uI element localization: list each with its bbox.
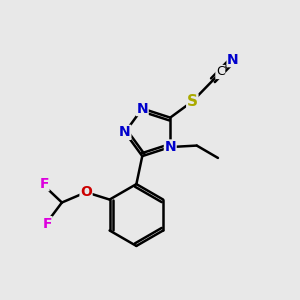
Text: N: N — [136, 101, 148, 116]
Text: N: N — [164, 140, 176, 154]
Text: F: F — [40, 177, 49, 191]
Text: O: O — [80, 185, 92, 199]
Text: N: N — [119, 125, 131, 139]
Text: F: F — [42, 217, 52, 231]
Text: C: C — [216, 65, 225, 79]
Text: S: S — [187, 94, 198, 109]
Text: N: N — [227, 52, 239, 67]
